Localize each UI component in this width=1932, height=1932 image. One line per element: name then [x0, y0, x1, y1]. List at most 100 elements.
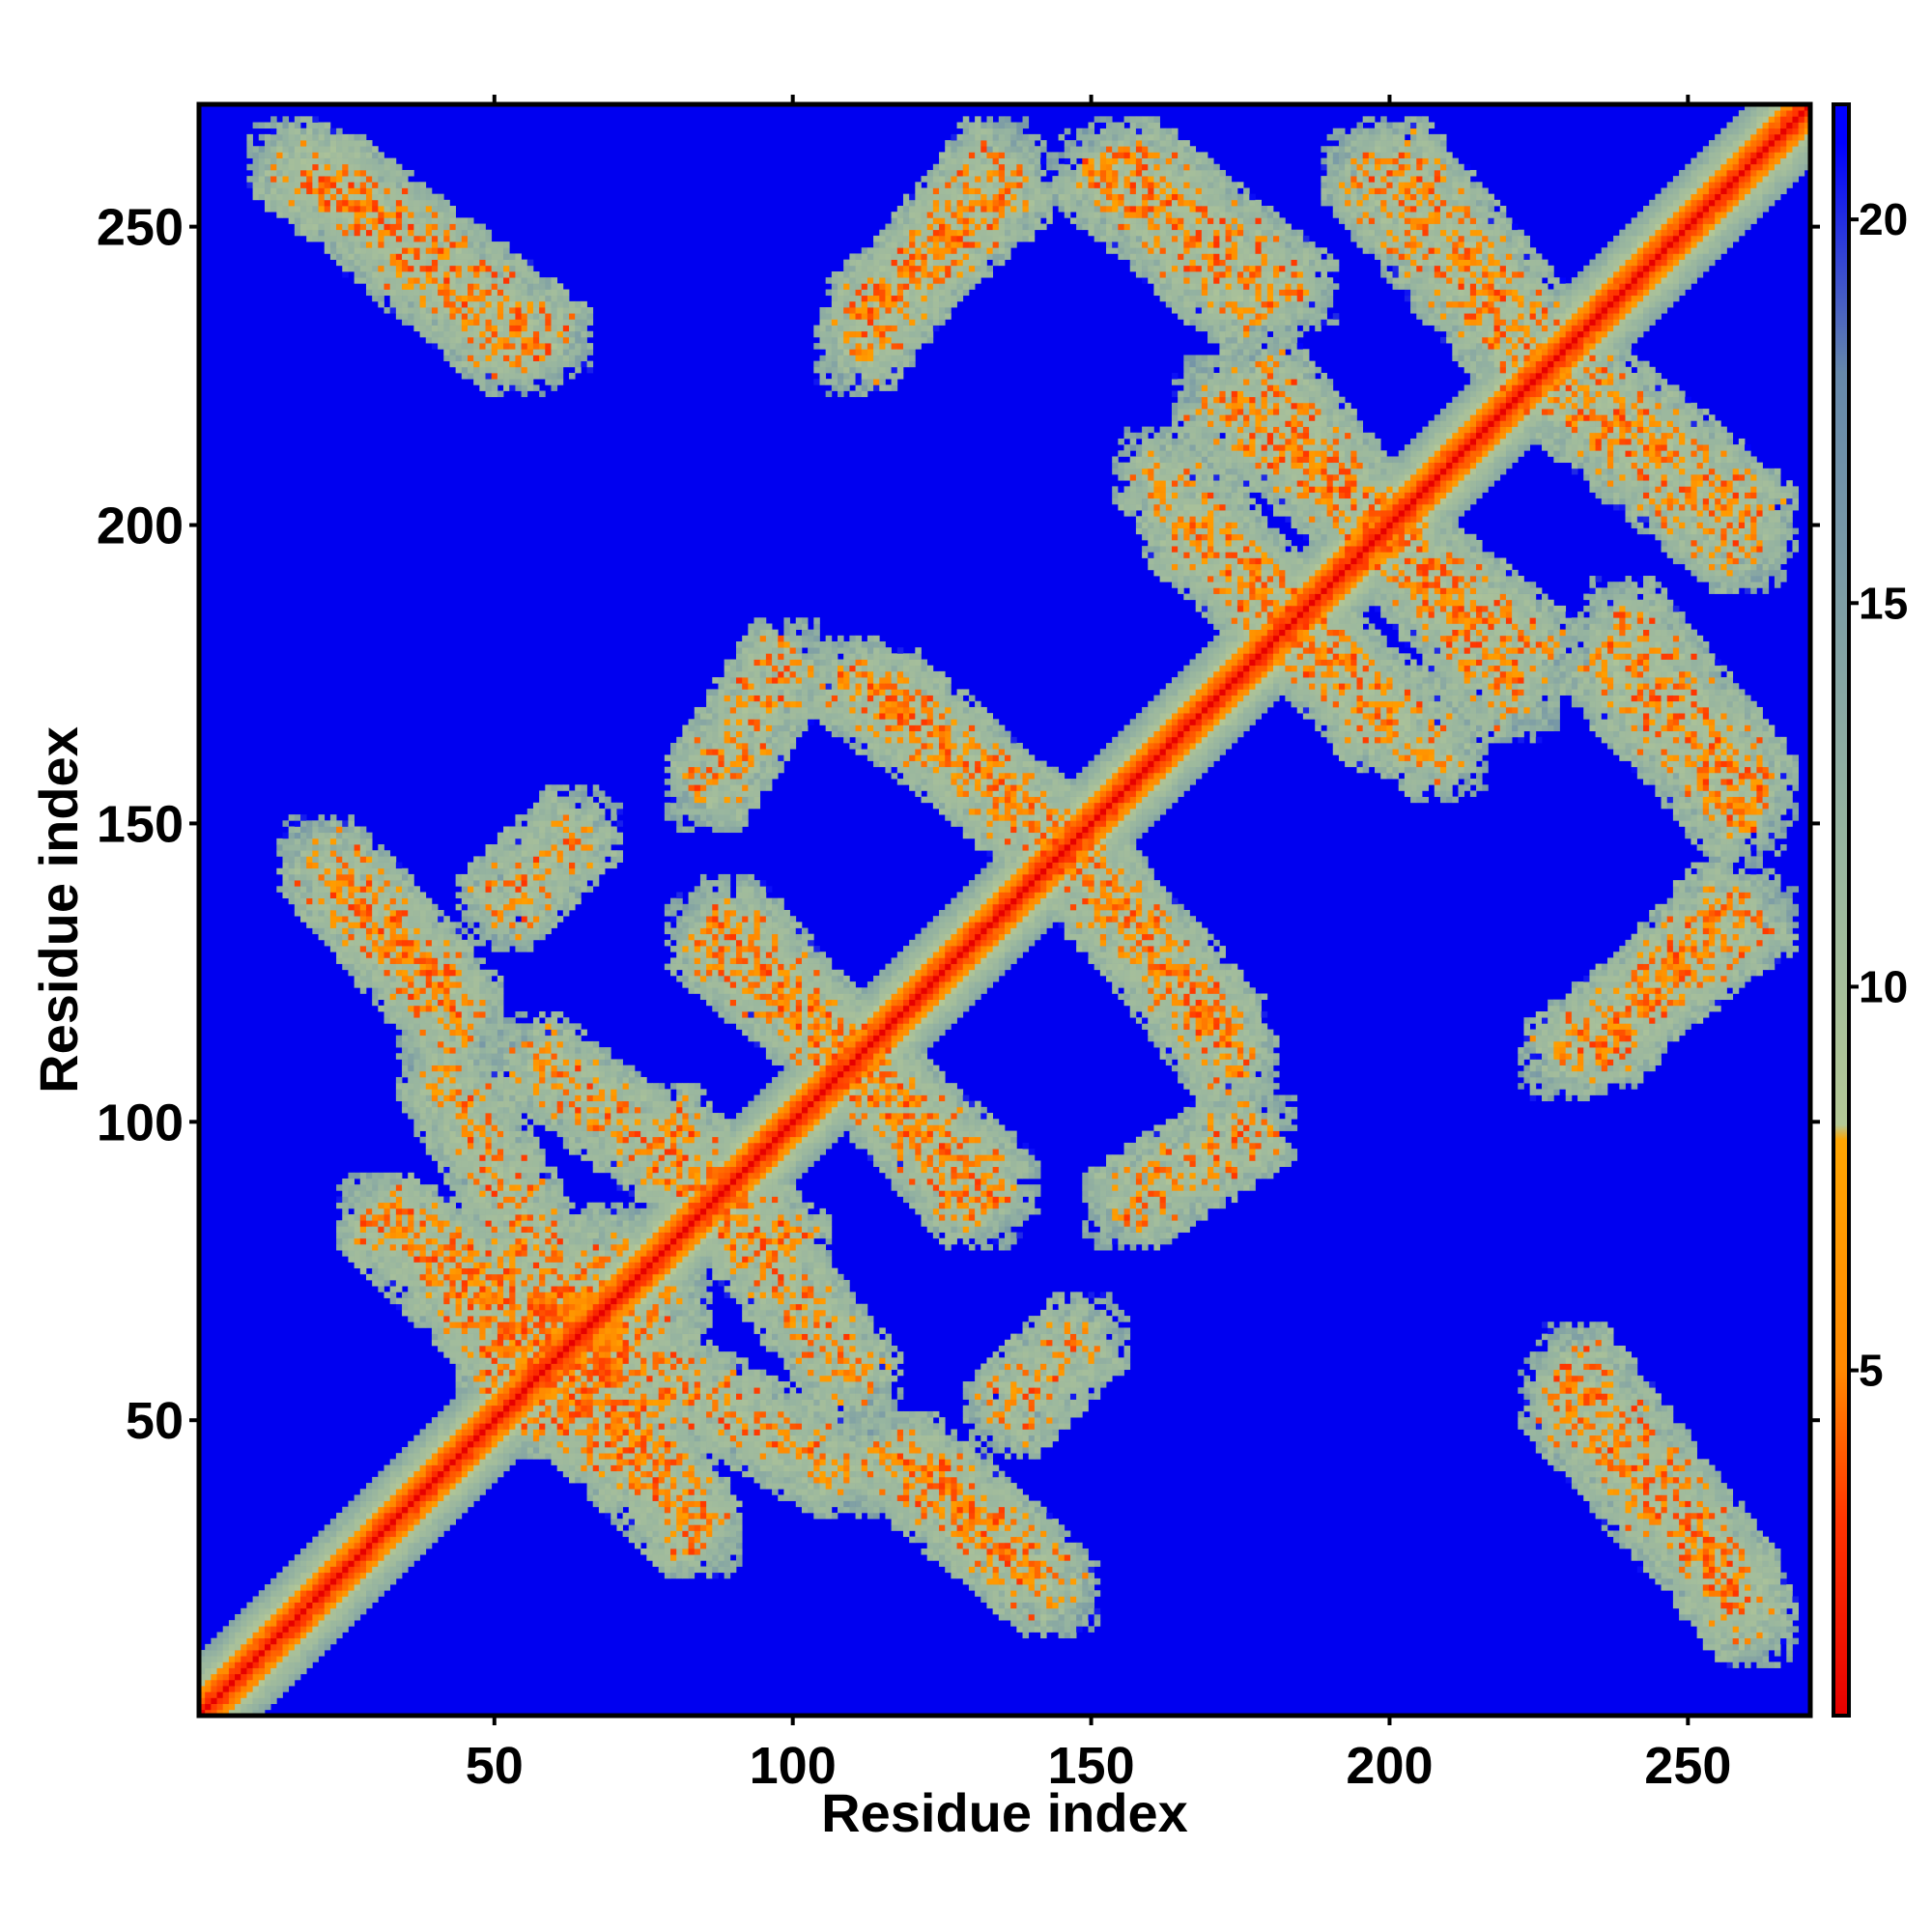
heatmap-cell — [318, 133, 326, 141]
heatmap-cell — [384, 892, 391, 898]
heatmap-cell — [545, 1250, 552, 1257]
heatmap-cell — [258, 1686, 266, 1692]
heatmap-cell — [372, 952, 379, 958]
heatmap-cell — [443, 1106, 450, 1114]
heatmap-cell — [455, 873, 463, 881]
heatmap-cell — [485, 1357, 493, 1364]
heatmap-cell — [455, 1208, 463, 1215]
heatmap-cell — [431, 1154, 439, 1161]
heatmap-cell — [509, 1154, 516, 1161]
heatmap-cell — [342, 242, 349, 248]
heatmap-cell — [545, 1047, 552, 1054]
heatmap-cell — [509, 343, 516, 350]
heatmap-cell — [468, 1119, 474, 1125]
heatmap-cell — [408, 1267, 414, 1275]
heatmap-cell — [389, 247, 397, 254]
heatmap-cell — [270, 1596, 277, 1603]
heatmap-cell — [443, 1017, 450, 1024]
heatmap-cell — [324, 1536, 331, 1544]
heatmap-cell — [413, 1273, 420, 1281]
heatmap-cell — [539, 1345, 546, 1352]
heatmap-cell — [276, 193, 283, 201]
heatmap-cell — [526, 922, 534, 928]
heatmap-cell — [395, 975, 403, 982]
heatmap-cell — [551, 856, 558, 863]
heatmap-cell — [521, 826, 528, 834]
heatmap-cell — [431, 343, 439, 350]
heatmap-cell — [509, 1297, 516, 1305]
heatmap-cell — [545, 343, 552, 350]
heatmap-cell — [312, 1607, 319, 1615]
heatmap-cell — [359, 270, 367, 278]
heatmap-cell — [300, 163, 307, 171]
heatmap-cell — [545, 1035, 552, 1042]
heatmap-cell — [468, 1220, 474, 1227]
heatmap-cell — [419, 1470, 427, 1478]
heatmap-cell — [264, 163, 271, 171]
heatmap-cell — [473, 1476, 480, 1484]
heatmap-cell — [294, 163, 301, 171]
heatmap-cell — [491, 850, 498, 857]
heatmap-cell — [359, 975, 367, 982]
heatmap-cell — [378, 1286, 384, 1293]
heatmap-cell — [509, 1106, 516, 1114]
heatmap-cell — [395, 1453, 403, 1460]
heatmap-cell — [515, 1202, 522, 1209]
heatmap-cell — [425, 987, 433, 994]
heatmap-cell — [545, 313, 552, 320]
heatmap-cell — [306, 1590, 313, 1597]
heatmap-cell — [372, 1262, 379, 1269]
heatmap-cell — [395, 1470, 403, 1478]
heatmap-cell — [479, 277, 486, 284]
heatmap-cell — [425, 1047, 433, 1054]
heatmap-cell — [294, 1577, 301, 1585]
heatmap-cell — [389, 1250, 397, 1257]
heatmap-cell — [473, 1273, 480, 1281]
heatmap-cell — [365, 1196, 373, 1204]
heatmap-cell — [468, 253, 474, 260]
heatmap-cell — [306, 897, 313, 905]
heatmap-cell — [413, 1220, 420, 1227]
heatmap-cell — [413, 206, 420, 213]
heatmap-cell — [342, 1226, 349, 1233]
heatmap-cell — [318, 844, 326, 851]
heatmap-cell — [449, 1273, 456, 1281]
heatmap-cell — [497, 1179, 504, 1185]
heatmap-cell — [318, 217, 326, 224]
heatmap-cell — [479, 1196, 486, 1204]
heatmap-cell — [336, 1584, 343, 1591]
heatmap-cell — [556, 1435, 564, 1442]
heatmap-cell — [491, 1035, 498, 1042]
heatmap-cell — [389, 1560, 397, 1567]
heatmap-cell — [473, 1381, 480, 1388]
heatmap-cell — [551, 1333, 558, 1341]
heatmap-cell — [395, 265, 403, 272]
heatmap-cell — [431, 1303, 439, 1311]
heatmap-cell — [402, 1243, 409, 1251]
heatmap-cell — [539, 289, 546, 297]
heatmap-cell — [389, 259, 397, 267]
heatmap-cell — [449, 1124, 456, 1131]
heatmap-cell — [503, 1160, 510, 1167]
heatmap-cell — [526, 867, 534, 875]
heatmap-cell — [449, 360, 456, 368]
heatmap-cell — [532, 295, 540, 302]
heatmap-cell — [252, 163, 260, 171]
heatmap-cell — [395, 1005, 403, 1012]
heatmap-cell — [497, 975, 504, 982]
heatmap-cell — [526, 1327, 534, 1334]
heatmap-cell — [294, 1584, 301, 1591]
heatmap-cell — [336, 957, 343, 964]
heatmap-cell — [378, 922, 384, 928]
heatmap-cell — [425, 229, 433, 237]
heatmap-cell — [532, 283, 540, 290]
heatmap-cell — [461, 1273, 469, 1281]
heatmap-cell — [431, 952, 439, 958]
heatmap-cell — [431, 1214, 439, 1221]
heatmap-cell — [455, 1405, 463, 1412]
heatmap-cell — [389, 862, 397, 869]
heatmap-cell — [532, 1423, 540, 1430]
heatmap-cell — [515, 1410, 522, 1418]
heatmap-cell — [473, 1094, 480, 1102]
heatmap-cell — [389, 1220, 397, 1227]
